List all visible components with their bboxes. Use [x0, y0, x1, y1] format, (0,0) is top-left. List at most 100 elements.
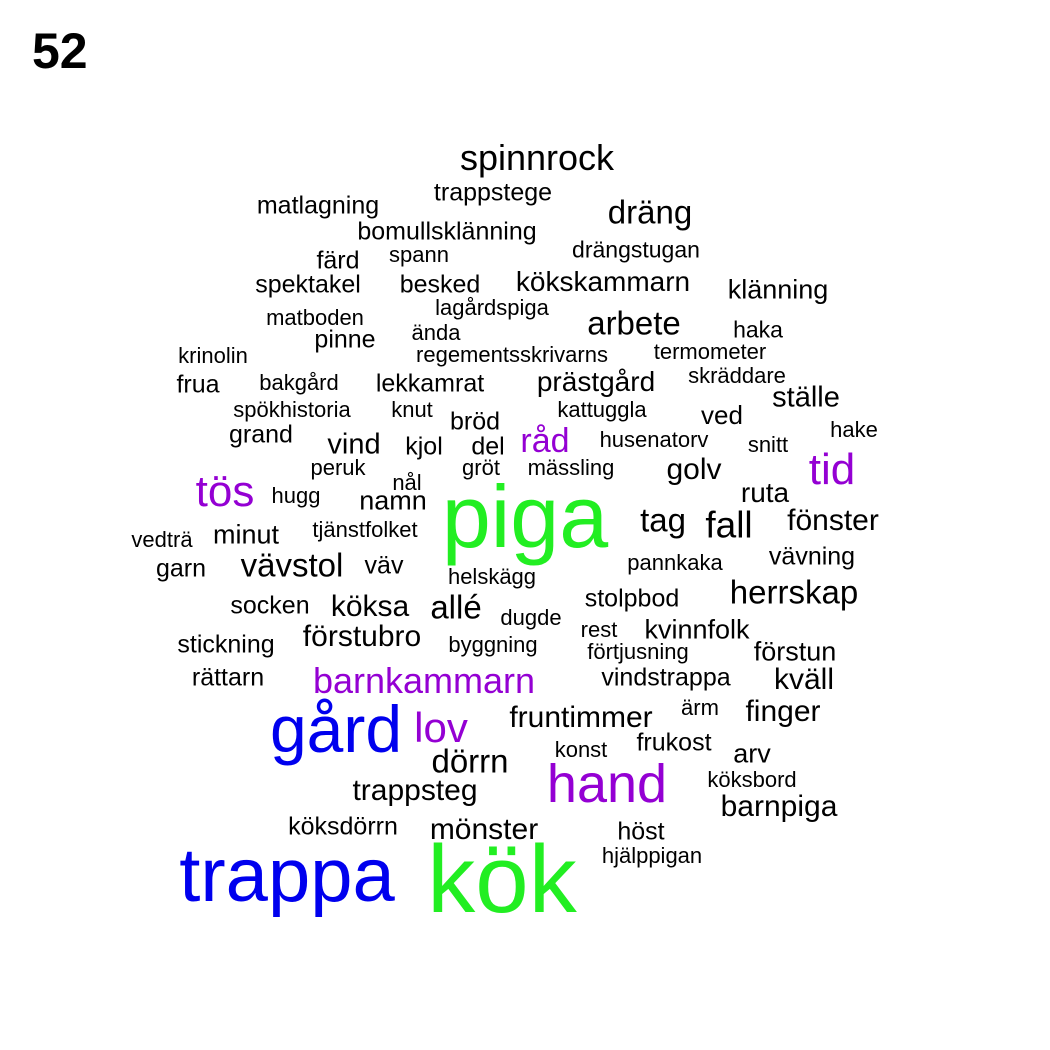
word-kattuggla: kattuggla	[557, 397, 647, 422]
word-vav: väv	[364, 551, 404, 580]
word-alle: allé	[430, 588, 482, 626]
word-grot: gröt	[462, 455, 500, 480]
word-ruta: ruta	[740, 477, 790, 508]
word-stickning: stickning	[177, 630, 275, 659]
word-tid: tid	[808, 445, 856, 494]
word-nal: nål	[392, 470, 422, 495]
word-byggning: byggning	[448, 632, 538, 657]
word-husenatorv: husenatorv	[599, 427, 709, 452]
word-arm: ärm	[681, 695, 719, 720]
word-ved: ved	[701, 400, 743, 430]
word-hugg: hugg	[271, 483, 321, 508]
word-fortjusning: förtjusning	[587, 639, 689, 664]
word-rattarn: rättarn	[191, 663, 265, 692]
word-massling: mässling	[527, 455, 615, 480]
word-termometer: termometer	[653, 339, 767, 364]
word-besked: besked	[399, 270, 481, 299]
word-lov: lov	[414, 704, 468, 751]
word-golv: golv	[666, 453, 722, 486]
word-peruk: peruk	[310, 455, 366, 480]
word-krinolin: krinolin	[178, 343, 248, 368]
word-rad: råd	[520, 422, 570, 460]
word-namn: namn	[359, 485, 427, 516]
word-spektakel: spektakel	[255, 270, 361, 299]
word-arbete: arbete	[587, 304, 681, 342]
word-frukost: frukost	[636, 728, 712, 757]
word-matboden: matboden	[266, 305, 364, 330]
word-klanning: klänning	[727, 274, 829, 305]
word-forstun: förstun	[753, 636, 837, 667]
word-piga: piga	[441, 467, 609, 566]
word-tag: tag	[640, 501, 686, 539]
word-bakgard: bakgård	[259, 370, 339, 395]
word-vedtra: vedträ	[131, 527, 193, 552]
word-hand: hand	[546, 754, 668, 814]
word-barnpiga: barnpiga	[720, 790, 838, 823]
word-anda: ända	[411, 320, 461, 345]
word-fonster: fönster	[787, 504, 879, 537]
word-dorrn: dörrn	[431, 742, 509, 780]
word-kok: kök	[427, 826, 577, 933]
word-rest: rest	[580, 617, 618, 642]
word-finger: finger	[745, 695, 821, 728]
word-stalle: ställe	[772, 381, 840, 414]
word-skraddare: skräddare	[688, 363, 786, 388]
word-tos: tös	[195, 467, 255, 516]
word-brod: bröd	[449, 407, 501, 436]
word-dugde: dugde	[500, 605, 562, 630]
word-barnkammarn: barnkammarn	[312, 660, 536, 701]
word-lekkamrat: lekkamrat	[375, 369, 485, 398]
word-forstubro: förstubro	[302, 620, 422, 653]
word-socken: socken	[230, 591, 310, 620]
word-konst: konst	[554, 737, 608, 762]
word-vavning: vävning	[768, 542, 856, 571]
word-herrskap: herrskap	[729, 573, 859, 611]
word-vind: vind	[327, 428, 381, 461]
word-trappstege: trappstege	[433, 178, 553, 207]
word-fruntimmer: fruntimmer	[509, 701, 653, 734]
word-monster: mönster	[429, 813, 539, 846]
word-spann: spann	[389, 242, 449, 267]
word-kvinnfolk: kvinnfolk	[644, 614, 750, 645]
word-kvall: kväll	[773, 663, 835, 696]
word-host: höst	[617, 817, 665, 846]
word-pinne: pinne	[314, 325, 376, 354]
word-trappsteg: trappsteg	[352, 774, 478, 807]
word-matlagning: matlagning	[256, 191, 380, 220]
word-kokskammarn: kökskammarn	[515, 266, 691, 297]
word-kjol: kjol	[405, 432, 443, 461]
word-hjalppigan: hjälppigan	[601, 843, 703, 868]
word-trappa: trappa	[179, 833, 395, 918]
word-snitt: snitt	[747, 432, 789, 457]
word-del: del	[471, 432, 505, 461]
word-fard: färd	[316, 246, 360, 275]
word-spinnrock: spinnrock	[459, 137, 615, 178]
word-drangstugan: drängstugan	[572, 236, 700, 263]
word-gard: gård	[269, 692, 403, 766]
word-vindstrappa: vindstrappa	[601, 663, 731, 692]
word-helskagg: helskägg	[447, 564, 537, 589]
word-regementsskrivarns: regementsskrivarns	[416, 342, 608, 367]
word-koksbord: köksbord	[707, 767, 797, 792]
word-grand: grand	[229, 420, 293, 449]
word-fall: fall	[705, 504, 753, 546]
word-haka: haka	[733, 316, 783, 343]
word-spokhistoria: spökhistoria	[233, 397, 351, 422]
word-garn: garn	[155, 554, 207, 583]
word-knut: knut	[391, 397, 433, 422]
page-number: 52	[32, 23, 88, 79]
word-tjanstfolket: tjänstfolket	[312, 517, 418, 542]
word-pannkaka: pannkaka	[627, 550, 723, 575]
word-prastgard: prästgård	[536, 366, 656, 397]
word-stolpbod: stolpbod	[584, 584, 680, 613]
word-koksa: köksa	[330, 590, 410, 623]
word-arv: arv	[733, 738, 771, 769]
word-koksdorrn: köksdörrn	[288, 812, 398, 841]
word-frua: frua	[176, 370, 220, 399]
word-minut: minut	[212, 519, 280, 550]
word-bomullsklanning: bomullsklänning	[357, 217, 537, 246]
word-vavstol: vävstol	[240, 546, 344, 584]
word-lagardspiga: lagårdspiga	[435, 295, 549, 320]
word-drang: dräng	[607, 193, 693, 231]
